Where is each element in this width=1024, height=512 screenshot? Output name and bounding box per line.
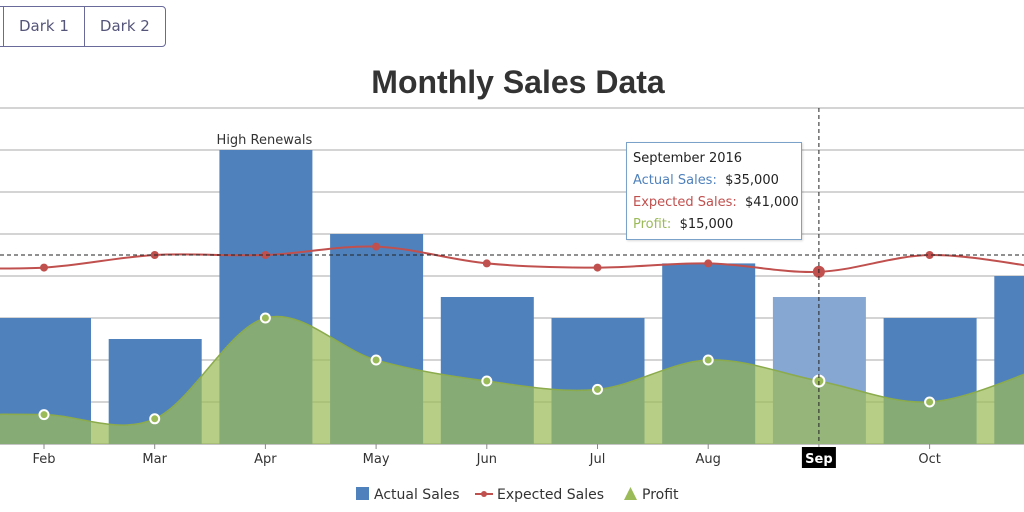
legend: Actual Sales Expected Sales Profit xyxy=(356,487,679,503)
legend-item-profit[interactable]: Profit xyxy=(624,487,679,503)
x-tick-label: Jun xyxy=(476,452,497,467)
chart-title: Monthly Sales Data xyxy=(371,64,665,100)
tooltip-row-actual: Actual Sales: $35,000 xyxy=(633,170,801,192)
legend-item-expected-sales[interactable]: Expected Sales xyxy=(475,487,604,503)
profit-point-Feb xyxy=(38,409,50,421)
tooltip-row-expected: Expected Sales: $41,000 xyxy=(633,192,801,214)
legend-label: Expected Sales xyxy=(497,487,604,503)
theme-button-dark1[interactable]: Dark 1 xyxy=(3,7,84,46)
tooltip-label: Actual Sales: xyxy=(633,173,717,188)
tooltip-label: Expected Sales: xyxy=(633,195,737,210)
tooltip-label: Profit: xyxy=(633,217,672,232)
theme-button-dark2[interactable]: Dark 2 xyxy=(83,7,165,46)
tooltip-value: $41,000 xyxy=(745,195,799,210)
tooltip-header: September 2016 xyxy=(633,151,743,166)
tooltip-value: $35,000 xyxy=(725,173,779,188)
x-tick-label: Sep xyxy=(805,452,833,467)
expected-point-May xyxy=(372,242,381,251)
expected-point-Apr xyxy=(261,251,270,259)
profit-point-May xyxy=(370,354,382,366)
x-tick-label: Oct xyxy=(918,452,940,467)
expected-point-Jul xyxy=(593,263,602,272)
x-tick-label: Jul xyxy=(589,452,606,467)
expected-point-Oct xyxy=(925,251,934,259)
expected-point-Jun xyxy=(482,259,491,268)
x-tick-label: Apr xyxy=(254,452,277,467)
legend-triangle-icon xyxy=(624,487,637,500)
expected-point-Feb xyxy=(40,263,48,272)
legend-marker-icon xyxy=(481,491,487,497)
legend-item-actual-sales[interactable]: Actual Sales xyxy=(356,487,460,503)
x-tick-label: Feb xyxy=(32,452,55,467)
tooltip: September 2016 Actual Sales: $35,000 Exp… xyxy=(626,142,802,240)
profit-area xyxy=(0,316,1024,444)
annotation-label: High Renewals xyxy=(217,133,313,148)
tooltip-value: $15,000 xyxy=(679,217,734,232)
x-tick-label: May xyxy=(363,452,390,467)
legend-label: Profit xyxy=(642,487,679,503)
profit-point-Mar xyxy=(149,413,161,425)
profit-point-Aug xyxy=(702,354,714,366)
x-tick-label: Aug xyxy=(696,452,721,467)
x-tick-highlight xyxy=(801,447,836,468)
theme-button-group: Dark 1 Dark 2 xyxy=(0,6,166,47)
x-tick-label: Mar xyxy=(142,452,167,467)
profit-point-Jul xyxy=(592,383,603,395)
tooltip-row-profit: Profit: $15,000 xyxy=(633,214,801,236)
expected-point-Aug xyxy=(704,259,713,268)
profit-point-Apr xyxy=(259,312,271,324)
expected-sales-line xyxy=(0,245,1024,273)
legend-column-icon xyxy=(356,487,369,500)
legend-label: Actual Sales xyxy=(374,487,460,503)
profit-point-Jun xyxy=(481,375,493,387)
profit-point-Oct xyxy=(924,396,936,408)
